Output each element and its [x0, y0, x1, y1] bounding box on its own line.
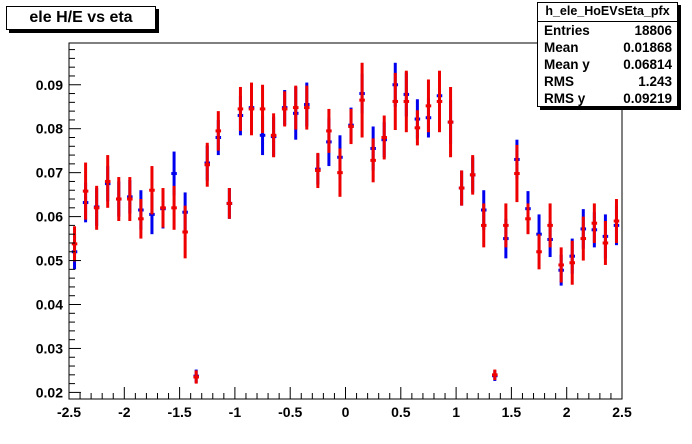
data-point — [138, 199, 144, 239]
x-tick-label: -2 — [118, 404, 131, 420]
data-point — [569, 240, 575, 285]
axes: 0.02 0.03 0.04 0.05 0.06 0.07 0.08 0.09 -2.5 -2 -1… — [36, 49, 632, 420]
y-tick-label: 0.07 — [36, 165, 63, 181]
data-point — [492, 369, 498, 381]
stats-label: Mean y — [544, 57, 590, 72]
x-tick-label: -0.5 — [278, 404, 302, 420]
data-point — [514, 144, 520, 203]
data-point — [392, 72, 399, 131]
data-point — [104, 155, 111, 208]
y-tick-label: 0.06 — [36, 209, 63, 225]
data-point — [525, 203, 531, 235]
data-point — [116, 177, 122, 221]
y-tick-label: 0.05 — [36, 253, 63, 269]
data-marks — [71, 62, 620, 384]
y-tick-label: 0.09 — [36, 77, 63, 93]
data-point — [558, 247, 564, 283]
data-point — [503, 203, 509, 248]
x-tick-label: 1 — [452, 404, 460, 420]
stats-label: Mean — [544, 40, 579, 55]
data-point — [480, 203, 487, 248]
y-tick-label: 0.08 — [36, 121, 63, 137]
data-point — [204, 142, 211, 187]
data-point — [259, 84, 266, 134]
data-point — [447, 86, 454, 158]
series-0 — [71, 62, 620, 383]
data-point — [591, 203, 598, 243]
x-tick-label: -1 — [229, 404, 242, 420]
stats-row-mean-y: Mean y 0.06814 — [538, 56, 677, 73]
y-tick-label: 0.03 — [36, 340, 63, 356]
stats-value: 0.06814 — [623, 57, 672, 72]
data-point — [160, 188, 166, 228]
data-point — [304, 85, 310, 130]
stats-row-entries: Entries 18806 — [538, 22, 677, 39]
data-point — [182, 205, 188, 259]
data-point — [248, 82, 255, 136]
data-point — [469, 155, 476, 195]
data-point — [414, 110, 421, 146]
data-point — [127, 177, 133, 221]
stats-label: RMS — [544, 74, 574, 89]
stats-histogram-name: h_ele_HoEVsEta_pfx — [538, 3, 677, 22]
data-point — [270, 113, 277, 158]
data-point — [171, 185, 177, 230]
data-point — [602, 221, 609, 265]
stats-row-rms: RMS 1.243 — [538, 73, 677, 90]
stats-value: 1.243 — [638, 74, 672, 89]
stats-row-rms-y: RMS y 0.09219 — [538, 90, 677, 107]
data-point — [547, 203, 553, 248]
data-point — [580, 216, 587, 261]
data-point — [348, 108, 354, 145]
data-point — [237, 86, 244, 131]
data-point — [82, 162, 89, 220]
y-tick-label: 0.04 — [36, 297, 63, 313]
data-point — [403, 70, 410, 133]
x-tick-label: 0 — [342, 404, 350, 420]
data-point — [370, 138, 376, 183]
data-point — [381, 115, 387, 160]
data-point — [71, 226, 78, 262]
data-point — [215, 111, 222, 151]
data-point — [193, 370, 199, 384]
data-point — [149, 166, 155, 215]
x-tick-label: 2.5 — [612, 404, 632, 420]
stats-row-mean: Mean 0.01868 — [538, 39, 677, 56]
x-tick-label: 2 — [563, 404, 571, 420]
stats-label: Entries — [544, 23, 590, 38]
x-tick-label: -1.5 — [168, 404, 192, 420]
data-point — [337, 148, 343, 197]
data-point — [613, 199, 620, 243]
x-tick-label: -2.5 — [57, 404, 81, 420]
data-point — [436, 70, 443, 133]
series-1 — [71, 62, 620, 384]
data-point — [292, 85, 299, 130]
histogram-title: ele H/E vs eta — [6, 6, 156, 30]
x-tick-label: 0.5 — [391, 404, 411, 420]
data-point — [425, 79, 432, 133]
stats-box: h_ele_HoEVsEta_pfx Entries 18806 Mean 0.… — [537, 2, 678, 107]
stats-value: 0.09219 — [623, 91, 672, 106]
data-point — [359, 62, 365, 138]
data-point — [315, 152, 321, 189]
stats-value: 18806 — [634, 23, 672, 38]
data-point — [536, 234, 542, 270]
y-tick-label: 0.02 — [36, 384, 63, 400]
data-point — [281, 91, 288, 127]
stats-label: RMS y — [544, 91, 586, 106]
data-point — [458, 170, 465, 206]
data-point — [93, 185, 100, 230]
data-point — [226, 188, 233, 219]
x-tick-label: 1.5 — [502, 404, 522, 420]
data-point — [326, 108, 332, 153]
stats-value: 0.01868 — [623, 40, 672, 55]
